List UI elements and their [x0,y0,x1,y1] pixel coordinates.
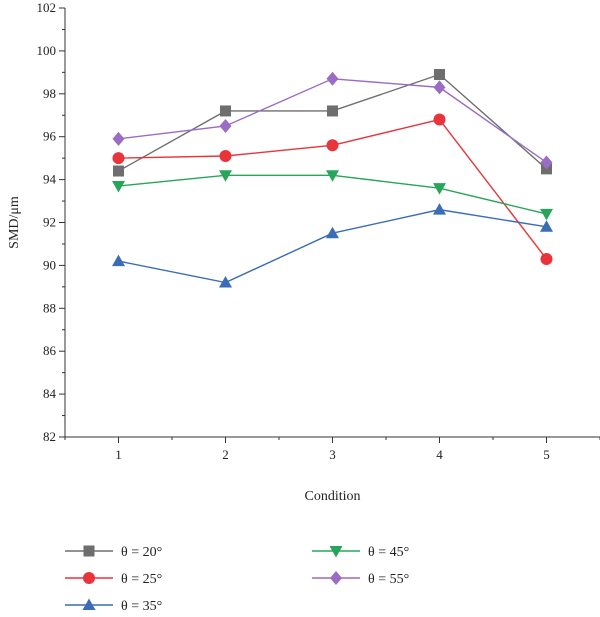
legend-label: θ = 25° [121,572,162,587]
y-tick-label: 84 [43,386,57,401]
data-point [540,252,553,265]
data-point [112,181,125,193]
legend-marker [83,545,95,557]
data-point [219,150,232,163]
y-tick-label: 90 [43,257,56,272]
data-point [326,170,339,182]
y-tick-label: 96 [43,129,57,144]
y-tick-label: 94 [43,172,57,187]
y-axis-label: SMD/μm [7,196,22,249]
x-tick-label: 4 [436,447,443,462]
legend-item: θ = 35° [65,598,162,614]
data-point [112,254,125,267]
data-point [326,226,339,239]
legend-label: θ = 35° [121,599,162,614]
y-tick-label: 102 [37,0,57,15]
series-line [118,208,547,284]
legend-item: θ = 25° [65,572,162,587]
legend-marker [82,598,96,610]
data-point [433,203,446,215]
data-point [219,276,232,288]
data-point [326,139,339,152]
legend-marker [329,546,343,558]
y-tick-label: 82 [43,429,56,444]
data-point [540,220,553,232]
legend-label: θ = 20° [121,545,162,560]
x-tick-label: 2 [222,447,229,462]
legend: θ = 20° θ = 25° θ = 35° θ = 45° θ = 55° [65,545,409,614]
x-tick-label: 1 [115,447,122,462]
data-point [327,105,338,117]
data-point [540,155,553,170]
y-tick-label: 86 [43,343,57,358]
x-tick-label: 3 [329,447,336,462]
data-point [433,80,446,95]
series-3 [112,203,553,288]
data-point [220,105,231,117]
data-point [433,113,446,126]
legend-marker [330,571,342,585]
data-point [113,165,124,177]
y-tick-label: 100 [37,43,57,58]
series-4 [112,170,553,221]
legend-item: θ = 20° [65,545,162,560]
data-point [540,208,553,221]
series-layer [112,68,553,288]
data-point [112,131,125,146]
data-point [219,118,232,133]
x-axis-label: Condition [304,489,360,504]
y-tick-label: 88 [43,300,56,315]
series-2 [112,113,553,265]
legend-label: θ = 45° [368,545,409,560]
data-point [219,170,232,182]
axes: 82 84 86 88 90 92 94 96 98 100 102 1 2 3 4 5 [37,0,600,462]
y-tick-label: 92 [43,215,56,230]
data-point [326,71,339,86]
series-5 [112,71,553,170]
data-point [434,68,445,80]
legend-item: θ = 55° [312,571,409,587]
data-point [112,152,125,165]
x-tick-label: 5 [543,447,550,462]
legend-label: θ = 55° [368,572,409,587]
legend-marker [83,572,95,584]
data-point [433,183,446,195]
y-tick-label: 98 [43,86,56,101]
legend-item: θ = 45° [312,545,409,560]
